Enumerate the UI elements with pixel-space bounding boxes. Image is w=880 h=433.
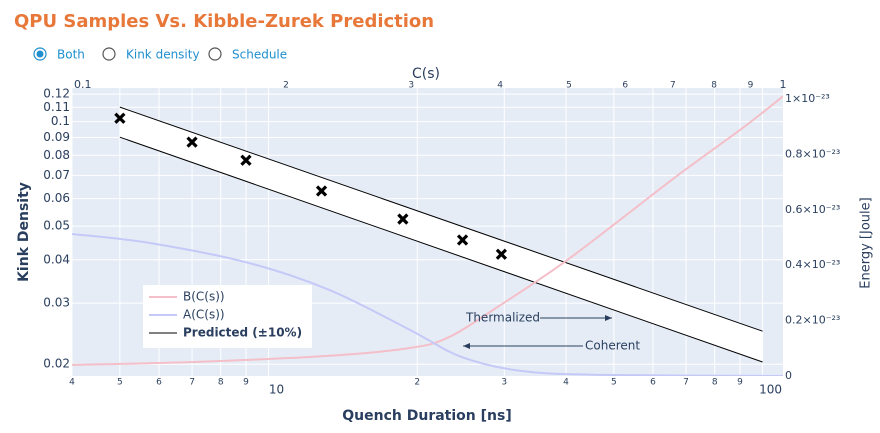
x-tick-label: 6 — [650, 378, 656, 388]
sample-marker — [186, 136, 198, 148]
x-tick-label: 9 — [737, 378, 743, 388]
x2-tick-label: 2 — [283, 81, 289, 91]
x2-tick-label: 8 — [711, 81, 717, 91]
y-tick-label: 0.11 — [43, 100, 70, 114]
arrow-head — [463, 343, 470, 349]
y-tick-label: 0.1 — [51, 114, 70, 128]
x-tick-label: 4 — [563, 378, 569, 388]
y2-tick-label: 1×10⁻²³ — [785, 92, 830, 105]
radio-label[interactable]: Both — [57, 48, 85, 62]
y-tick-label: 0.06 — [43, 191, 70, 205]
radio-label[interactable]: Kink density — [126, 48, 200, 62]
plot-layer — [72, 95, 783, 376]
x-axis-title: Quench Duration [ns] — [342, 408, 511, 424]
y-tick-label: 0.12 — [43, 87, 70, 101]
sample-marker — [240, 154, 252, 166]
x-tick-label: 100 — [759, 383, 782, 397]
sample-marker — [397, 213, 409, 225]
x2-tick-label: 0.1 — [74, 78, 92, 91]
x-tick-label: 5 — [611, 378, 617, 388]
annotation: Coherent — [585, 339, 640, 353]
x2-axis-title: C(s) — [412, 66, 440, 82]
x-tick-label: 5 — [117, 378, 123, 388]
y2-tick-label: 0.8×10⁻²³ — [785, 147, 840, 160]
chart-title: QPU Samples Vs. Kibble-Zurek Prediction — [14, 11, 434, 32]
y-tick-label: 0.07 — [43, 168, 70, 182]
sample-marker — [315, 185, 328, 197]
radio-label[interactable]: Schedule — [232, 48, 287, 62]
arrow-head — [605, 315, 612, 321]
x-tick-label: 7 — [683, 378, 689, 388]
x2-tick-label: 6 — [622, 81, 628, 91]
x2-tick-label: 4 — [497, 81, 503, 91]
sample-marker — [456, 234, 469, 246]
x-tick-label: 6 — [156, 378, 162, 388]
y2-tick-label: 0.6×10⁻²³ — [785, 203, 840, 216]
sample-marker — [114, 112, 126, 124]
x-tick-label: 7 — [189, 378, 195, 388]
x-tick-label: 4 — [69, 378, 75, 388]
legend-label: Predicted (±10%) — [183, 326, 302, 340]
legend-label: A(C(s)) — [183, 308, 225, 322]
y-tick-label: 0.05 — [43, 219, 70, 233]
x2-tick-label: 1 — [780, 78, 787, 91]
x-tick-label: 3 — [501, 378, 507, 388]
legend-label: B(C(s)) — [183, 290, 225, 304]
x-tick-label: 8 — [712, 378, 718, 388]
x2-tick-label: 5 — [566, 81, 572, 91]
prediction-line — [119, 106, 763, 332]
radio-dot — [36, 50, 44, 58]
y-axis-title: Kink Density — [16, 182, 32, 282]
x-tick-label: 9 — [243, 378, 249, 388]
y-tick-label: 0.08 — [43, 148, 70, 162]
annotation: Thermalized — [465, 311, 540, 325]
y-tick-label: 0.03 — [43, 296, 70, 310]
y-tick-label: 0.04 — [43, 252, 70, 266]
y2-tick-label: 0.4×10⁻²³ — [785, 258, 840, 271]
energy-line — [72, 95, 783, 366]
legend-box — [143, 285, 312, 348]
energy-line — [72, 232, 783, 376]
x2-tick-label: 7 — [670, 81, 676, 91]
y2-tick-label: 0 — [785, 369, 792, 382]
y2-tick-label: 0.2×10⁻²³ — [785, 314, 840, 327]
y-tick-label: 0.09 — [43, 130, 70, 144]
y-tick-label: 0.02 — [43, 357, 70, 371]
prediction-line — [119, 136, 763, 363]
radio-button[interactable] — [102, 47, 116, 61]
x-tick-label: 10 — [269, 383, 284, 397]
sample-marker — [495, 248, 508, 260]
y2-axis-title: Energy [Joule] — [859, 197, 874, 288]
x2-tick-label: 3 — [408, 81, 414, 91]
radio-button[interactable] — [208, 47, 222, 61]
x-tick-label: 2 — [414, 378, 420, 388]
x-tick-label: 8 — [218, 378, 224, 388]
prediction-band — [119, 107, 763, 363]
x2-tick-label: 9 — [748, 81, 754, 91]
